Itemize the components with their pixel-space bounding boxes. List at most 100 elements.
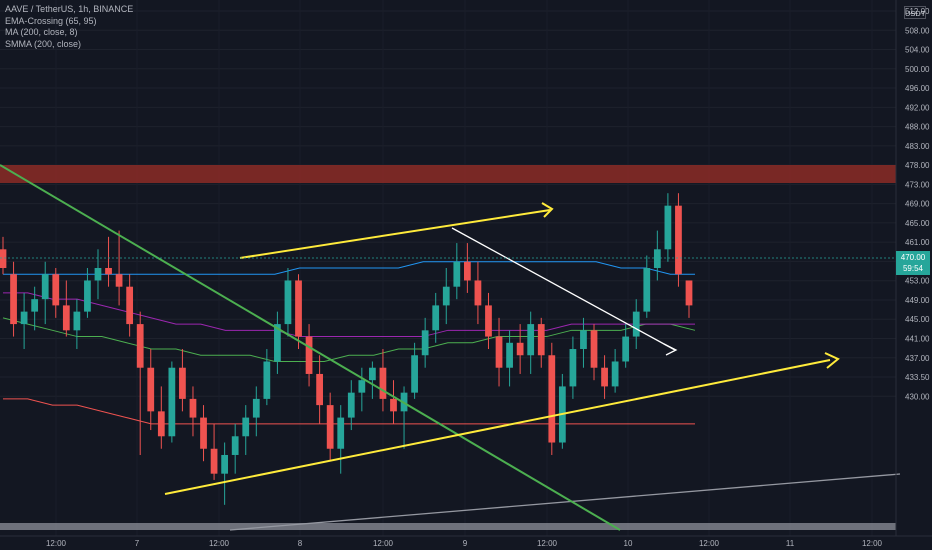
candle-body bbox=[516, 342, 524, 356]
time-tick-label: 7 bbox=[135, 539, 140, 548]
symbol-title[interactable]: AAVE / TetherUS, 1h, BINANCE bbox=[5, 4, 134, 14]
candle-body bbox=[242, 417, 250, 437]
grid-lines bbox=[0, 10, 896, 397]
candle-body bbox=[105, 268, 112, 275]
projection-arrow-head bbox=[663, 343, 678, 356]
overlay-line bbox=[3, 292, 695, 338]
price-tick-label: 496.00 bbox=[905, 84, 930, 93]
candle-body bbox=[664, 205, 672, 250]
candle-body bbox=[432, 305, 440, 331]
candle-body bbox=[20, 311, 28, 325]
candle-body bbox=[337, 417, 345, 449]
candle-body bbox=[685, 280, 693, 306]
candle-body bbox=[643, 268, 651, 312]
candle-body bbox=[295, 280, 302, 337]
candle-body bbox=[411, 355, 418, 393]
candle-body bbox=[31, 299, 39, 312]
candle-body bbox=[115, 274, 123, 287]
support-trend-line[interactable] bbox=[164, 359, 831, 495]
descending-trend-line[interactable] bbox=[0, 164, 621, 531]
candle-body bbox=[675, 205, 682, 275]
price-tick-label: 512.00 bbox=[905, 7, 930, 16]
projection-line[interactable] bbox=[451, 227, 676, 351]
price-tick-label: 441.00 bbox=[905, 334, 930, 343]
time-tick-label: 12:00 bbox=[699, 539, 720, 548]
time-axis[interactable]: 12:00 7 12:00 8 12:00 9 12:00 10 12:00 11 12:00 bbox=[46, 539, 883, 548]
support-arrow-head bbox=[824, 352, 840, 369]
price-tick-label: 504.00 bbox=[905, 46, 930, 55]
time-tick-label: 12:00 bbox=[46, 539, 67, 548]
candle-body bbox=[611, 361, 619, 387]
candle-body bbox=[274, 324, 281, 362]
candle-body bbox=[442, 286, 450, 306]
price-tick-label: 461.00 bbox=[905, 238, 930, 247]
candle-body bbox=[221, 454, 229, 474]
time-tick-label: 8 bbox=[298, 539, 303, 548]
candles bbox=[0, 193, 693, 505]
resistance-arrow-head bbox=[541, 202, 554, 218]
indicator-lines bbox=[2, 261, 696, 425]
price-tick-label: 508.00 bbox=[905, 26, 930, 35]
time-tick-label: 12:00 bbox=[537, 539, 558, 548]
support-zone[interactable] bbox=[0, 523, 896, 530]
candle-body bbox=[73, 311, 81, 331]
candle-body bbox=[41, 274, 49, 300]
candle-body bbox=[537, 324, 545, 356]
candle-body bbox=[653, 249, 661, 268]
candle-body bbox=[157, 411, 165, 437]
candle-body bbox=[495, 336, 503, 368]
price-tick-label: 445.00 bbox=[905, 315, 930, 324]
price-tick-label: 430.00 bbox=[905, 392, 930, 401]
resistance-zone[interactable] bbox=[0, 165, 896, 183]
candle-body bbox=[569, 349, 577, 387]
price-tick-label: 437.00 bbox=[905, 354, 930, 363]
currency-label[interactable]: USDT bbox=[904, 6, 926, 19]
price-tick-label: 492.00 bbox=[905, 103, 930, 112]
candle-body bbox=[601, 367, 608, 387]
overlay-line bbox=[3, 398, 695, 425]
candle-body bbox=[284, 280, 292, 325]
time-tick-label: 10 bbox=[624, 539, 633, 548]
chart-legend: AAVE / TetherUS, 1h, BINANCE EMA-Crossin… bbox=[5, 4, 133, 50]
candle-body bbox=[10, 274, 17, 325]
candle-body bbox=[548, 355, 556, 443]
candle-body bbox=[369, 367, 376, 381]
candle-body bbox=[580, 330, 587, 350]
candle-body bbox=[305, 336, 313, 374]
current-price-badge: 470.00 59:54 bbox=[896, 251, 930, 275]
price-tick-label: 449.00 bbox=[905, 296, 930, 305]
indicator-smma[interactable]: SMMA (200, close) bbox=[5, 38, 82, 49]
candle-body bbox=[263, 361, 271, 399]
price-tick-label: 478.00 bbox=[905, 161, 930, 170]
indicator-ema-crossing[interactable]: EMA-Crossing (65, 95) bbox=[5, 15, 97, 26]
candle-body bbox=[632, 311, 640, 337]
price-axis[interactable]: 512.00 508.00 504.00 500.00 496.00 492.00 488.… bbox=[905, 7, 930, 401]
candle-body bbox=[200, 417, 207, 449]
indicator-ma[interactable]: MA (200, close, 8) bbox=[5, 27, 78, 37]
time-tick-label: 12:00 bbox=[373, 539, 394, 548]
candle-body bbox=[453, 261, 461, 287]
candle-body bbox=[590, 330, 598, 368]
candle-body bbox=[527, 324, 535, 356]
resistance-trend-line[interactable] bbox=[239, 209, 551, 259]
candle-body bbox=[358, 380, 366, 393]
long-trend-line[interactable] bbox=[229, 473, 901, 531]
candle-body bbox=[179, 367, 186, 399]
current-price-value: 470.00 bbox=[900, 253, 926, 262]
candle-body bbox=[474, 280, 482, 306]
candle-body bbox=[52, 274, 60, 306]
candle-body bbox=[622, 336, 630, 362]
price-tick-label: 473.00 bbox=[905, 180, 930, 189]
candle-body bbox=[485, 305, 492, 337]
price-tick-label: 453.00 bbox=[905, 277, 930, 286]
candle-body bbox=[379, 367, 387, 399]
candle-body bbox=[189, 398, 197, 418]
candle-body bbox=[231, 436, 239, 455]
candle-body bbox=[84, 280, 91, 312]
candle-body bbox=[421, 330, 429, 356]
candle-body bbox=[62, 305, 70, 331]
candle-body bbox=[147, 367, 155, 412]
price-tick-label: 469.00 bbox=[905, 200, 930, 209]
price-tick-label: 500.00 bbox=[905, 65, 930, 74]
